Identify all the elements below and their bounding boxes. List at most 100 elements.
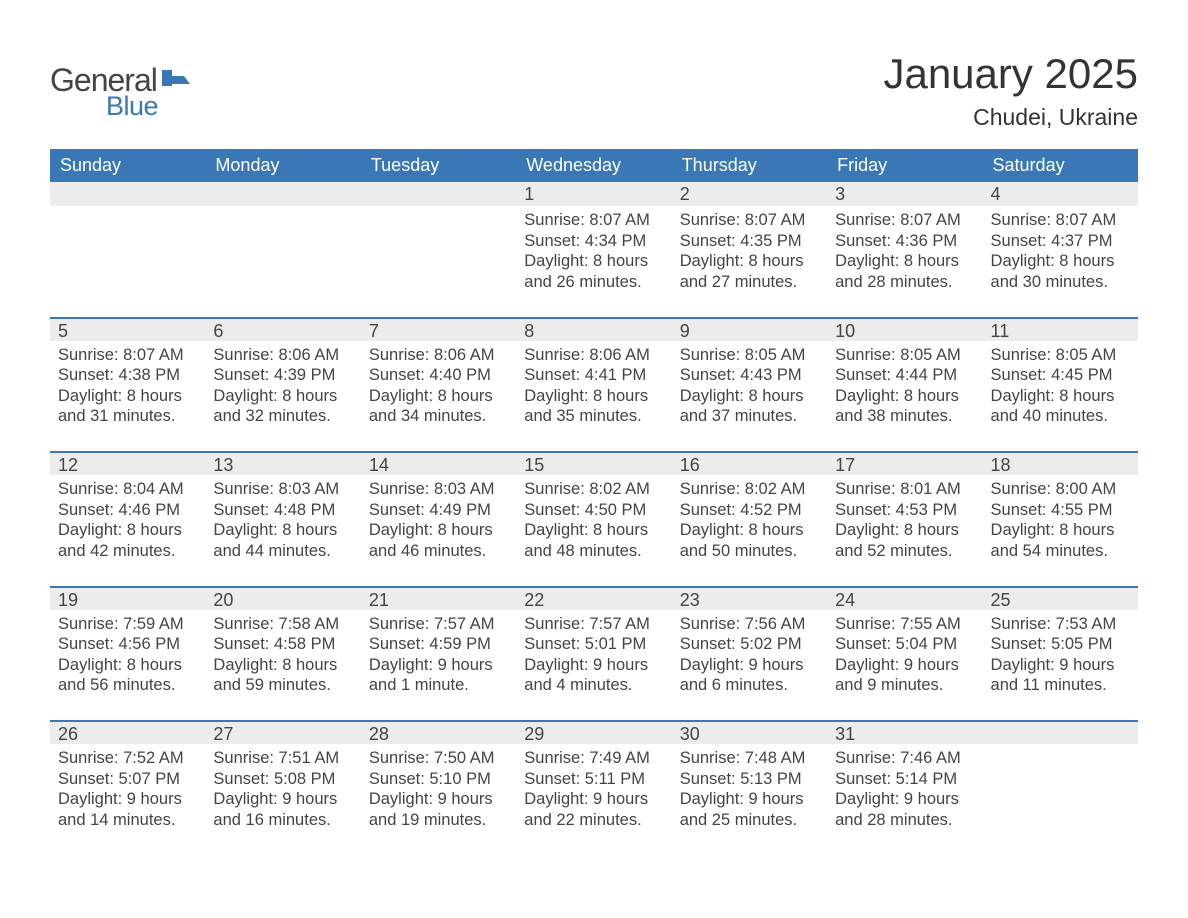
day-number-band: 15	[516, 451, 671, 475]
day-content: Sunrise: 8:05 AMSunset: 4:44 PMDaylight:…	[827, 341, 982, 428]
day-daylight1: Daylight: 8 hours	[213, 655, 352, 676]
day-daylight1: Daylight: 9 hours	[680, 789, 819, 810]
day-sunset: Sunset: 5:02 PM	[680, 634, 819, 655]
day-cell: 14Sunrise: 8:03 AMSunset: 4:49 PMDayligh…	[361, 451, 516, 586]
day-content: Sunrise: 8:06 AMSunset: 4:39 PMDaylight:…	[205, 341, 360, 428]
location: Chudei, Ukraine	[883, 104, 1138, 131]
day-header: Thursday	[672, 149, 827, 182]
day-number-band: 24	[827, 586, 982, 610]
day-number-band: 1	[516, 182, 671, 206]
day-cell: 7Sunrise: 8:06 AMSunset: 4:40 PMDaylight…	[361, 317, 516, 452]
day-content: Sunrise: 7:56 AMSunset: 5:02 PMDaylight:…	[672, 610, 827, 697]
day-sunrise: Sunrise: 8:00 AM	[991, 479, 1130, 500]
day-number-band: 18	[983, 451, 1138, 475]
day-sunset: Sunset: 5:10 PM	[369, 769, 508, 790]
day-content: Sunrise: 8:06 AMSunset: 4:40 PMDaylight:…	[361, 341, 516, 428]
day-sunset: Sunset: 4:55 PM	[991, 500, 1130, 521]
day-cell: 27Sunrise: 7:51 AMSunset: 5:08 PMDayligh…	[205, 720, 360, 855]
day-sunrise: Sunrise: 8:02 AM	[524, 479, 663, 500]
day-daylight2: and 46 minutes.	[369, 541, 508, 562]
day-sunrise: Sunrise: 7:58 AM	[213, 614, 352, 635]
day-daylight2: and 16 minutes.	[213, 810, 352, 831]
day-sunset: Sunset: 5:14 PM	[835, 769, 974, 790]
day-daylight1: Daylight: 8 hours	[524, 386, 663, 407]
day-number-band: 19	[50, 586, 205, 610]
day-sunset: Sunset: 4:38 PM	[58, 365, 197, 386]
day-daylight2: and 19 minutes.	[369, 810, 508, 831]
day-sunrise: Sunrise: 8:05 AM	[835, 345, 974, 366]
day-cell: 19Sunrise: 7:59 AMSunset: 4:56 PMDayligh…	[50, 586, 205, 721]
calendar-table: SundayMondayTuesdayWednesdayThursdayFrid…	[50, 149, 1138, 855]
day-sunrise: Sunrise: 8:02 AM	[680, 479, 819, 500]
week-row: 12 Sunrise: 8:04 AMSunset: 4:46 PM Dayligh…	[50, 451, 1138, 586]
day-sunrise: Sunrise: 8:01 AM	[835, 479, 974, 500]
day-sunrise: Sunrise: 7:56 AM	[680, 614, 819, 635]
day-sunset: Sunset: 4:46 PM	[58, 500, 197, 521]
day-sunrise: Sunrise: 8:03 AM	[213, 479, 352, 500]
day-number-band: 27	[205, 720, 360, 744]
day-daylight2: and 59 minutes.	[213, 675, 352, 696]
day-sunrise: Sunrise: 8:05 AM	[991, 345, 1130, 366]
day-daylight1: Daylight: 8 hours	[213, 520, 352, 541]
day-daylight2: and 42 minutes.	[58, 541, 197, 562]
day-number-band: 21	[361, 586, 516, 610]
day-header: Saturday	[983, 149, 1138, 182]
day-daylight1: Daylight: 8 hours	[369, 386, 508, 407]
day-sunset: Sunset: 4:36 PM	[835, 231, 974, 252]
day-sunrise: Sunrise: 7:55 AM	[835, 614, 974, 635]
day-cell: 12Sunrise: 8:04 AMSunset: 4:46 PMDayligh…	[50, 451, 205, 586]
day-sunset: Sunset: 4:44 PM	[835, 365, 974, 386]
day-sunrise: Sunrise: 7:57 AM	[524, 614, 663, 635]
day-number-band: 13	[205, 451, 360, 475]
day-number-band: 16	[672, 451, 827, 475]
day-content: Sunrise: 8:03 AMSunset: 4:48 PMDaylight:…	[205, 475, 360, 562]
day-sunrise: Sunrise: 8:07 AM	[991, 210, 1130, 231]
day-cell: 26Sunrise: 7:52 AMSunset: 5:07 PMDayligh…	[50, 720, 205, 855]
day-daylight1: Daylight: 8 hours	[835, 520, 974, 541]
day-cell: 13Sunrise: 8:03 AMSunset: 4:48 PMDayligh…	[205, 451, 360, 586]
day-content: Sunrise: 7:52 AMSunset: 5:07 PMDaylight:…	[50, 744, 205, 831]
day-sunrise: Sunrise: 8:07 AM	[58, 345, 197, 366]
day-sunset: Sunset: 5:07 PM	[58, 769, 197, 790]
day-header: Sunday	[50, 149, 205, 182]
day-daylight2: and 50 minutes.	[680, 541, 819, 562]
day-daylight2: and 1 minute.	[369, 675, 508, 696]
day-number-band: 12	[50, 451, 205, 475]
day-cell: 11Sunrise: 8:05 AMSunset: 4:45 PMDayligh…	[983, 317, 1138, 452]
day-cell: 16Sunrise: 8:02 AMSunset: 4:52 PMDayligh…	[672, 451, 827, 586]
day-daylight2: and 56 minutes.	[58, 675, 197, 696]
day-daylight1: Daylight: 9 hours	[524, 789, 663, 810]
day-cell: 23Sunrise: 7:56 AMSunset: 5:02 PMDayligh…	[672, 586, 827, 721]
day-daylight1: Daylight: 8 hours	[835, 251, 974, 272]
day-cell	[205, 182, 360, 317]
day-content: Sunrise: 7:57 AMSunset: 4:59 PMDaylight:…	[361, 610, 516, 697]
day-sunrise: Sunrise: 8:04 AM	[58, 479, 197, 500]
day-content: Sunrise: 8:03 AMSunset: 4:49 PMDaylight:…	[361, 475, 516, 562]
day-daylight1: Daylight: 8 hours	[835, 386, 974, 407]
day-sunrise: Sunrise: 8:07 AM	[680, 210, 819, 231]
day-number-band: 30	[672, 720, 827, 744]
day-daylight2: and 4 minutes.	[524, 675, 663, 696]
day-content: Sunrise: 8:00 AMSunset: 4:55 PMDaylight:…	[983, 475, 1138, 562]
day-sunset: Sunset: 5:13 PM	[680, 769, 819, 790]
day-content: Sunrise: 8:02 AMSunset: 4:50 PMDaylight:…	[516, 475, 671, 562]
day-daylight1: Daylight: 9 hours	[835, 655, 974, 676]
day-sunrise: Sunrise: 8:06 AM	[369, 345, 508, 366]
day-cell: 15Sunrise: 8:02 AMSunset: 4:50 PMDayligh…	[516, 451, 671, 586]
day-cell: 6Sunrise: 8:06 AMSunset: 4:39 PMDaylight…	[205, 317, 360, 452]
logo: General Blue	[50, 62, 190, 122]
day-number-band: 8	[516, 317, 671, 341]
week-row: 26Sunrise: 7:52 AMSunset: 5:07 PMDayligh…	[50, 720, 1138, 855]
day-number-band: 9	[672, 317, 827, 341]
day-cell	[983, 720, 1138, 855]
day-cell: 4Sunrise: 8:07 AMSunset: 4:37 PMDaylight…	[983, 182, 1138, 317]
day-daylight1: Daylight: 9 hours	[213, 789, 352, 810]
day-number-band	[50, 182, 205, 206]
header-right: January 2025 Chudei, Ukraine	[883, 50, 1138, 131]
day-cell	[361, 182, 516, 317]
day-header: Wednesday	[516, 149, 671, 182]
day-daylight1: Daylight: 8 hours	[58, 386, 197, 407]
day-daylight2: and 6 minutes.	[680, 675, 819, 696]
day-daylight1: Daylight: 9 hours	[524, 655, 663, 676]
day-content: Sunrise: 8:07 AMSunset: 4:35 PMDaylight:…	[672, 206, 827, 293]
